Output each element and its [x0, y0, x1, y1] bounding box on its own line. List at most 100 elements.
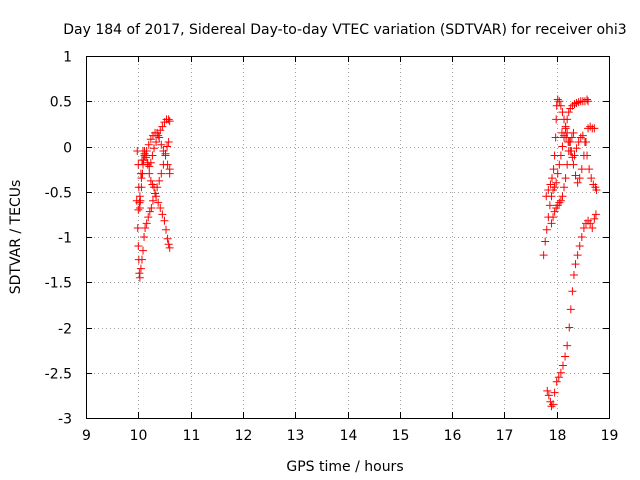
data-point	[552, 178, 561, 187]
data-point	[573, 251, 582, 260]
data-point	[132, 196, 141, 205]
data-point	[136, 264, 145, 273]
data-point	[585, 165, 594, 174]
data-point	[590, 214, 599, 223]
data-point	[153, 128, 162, 137]
x-tick-label: 17	[496, 428, 514, 444]
data-point	[142, 147, 151, 156]
data-point	[163, 142, 172, 151]
data-point	[547, 174, 556, 183]
data-points	[132, 95, 601, 411]
data-point	[592, 185, 601, 194]
data-point	[147, 204, 156, 213]
data-point	[561, 122, 570, 131]
data-point	[549, 400, 558, 409]
data-point	[164, 137, 173, 146]
data-point	[549, 213, 558, 222]
data-point	[157, 169, 166, 178]
series-arc-7	[557, 128, 601, 194]
data-point	[144, 213, 153, 222]
data-point	[572, 99, 581, 108]
data-point	[146, 135, 155, 144]
data-point	[141, 223, 150, 232]
data-point	[552, 115, 561, 124]
x-tick-label: 19	[601, 428, 619, 444]
data-point	[542, 192, 551, 201]
data-point	[149, 144, 158, 153]
y-axis-label: SDTVAR / TECUs	[8, 180, 24, 295]
data-point	[568, 101, 577, 110]
y-tick-label: -1	[58, 231, 72, 247]
data-point	[137, 156, 146, 165]
y-tick-label: -2.5	[45, 367, 72, 383]
data-point	[573, 178, 582, 187]
data-point	[544, 391, 553, 400]
data-point	[139, 246, 148, 255]
data-point	[155, 176, 164, 185]
x-tick-label: 10	[130, 428, 148, 444]
data-point	[137, 255, 146, 264]
data-point	[140, 151, 149, 160]
data-point	[577, 233, 586, 241]
data-point	[558, 108, 567, 117]
data-point	[539, 251, 548, 260]
data-point	[158, 122, 167, 131]
data-point	[154, 198, 163, 207]
y-tick-label: 0.5	[50, 95, 72, 111]
axis-ticks	[86, 56, 610, 419]
data-point	[542, 225, 551, 234]
data-point	[553, 95, 562, 104]
data-point	[134, 205, 143, 214]
data-point	[152, 137, 161, 146]
data-point	[561, 174, 570, 183]
data-point	[135, 269, 144, 278]
data-point	[580, 137, 589, 146]
chart-title: Day 184 of 2017, Sidereal Day-to-day VTE…	[63, 22, 626, 38]
data-point	[569, 271, 578, 280]
data-point	[575, 242, 584, 251]
data-point	[563, 160, 572, 169]
data-point	[560, 131, 569, 140]
data-point	[560, 183, 569, 192]
data-point	[575, 174, 584, 183]
data-point	[591, 210, 600, 219]
x-tick-label: 18	[549, 428, 567, 444]
data-point	[133, 223, 142, 232]
y-tick-label: -0.5	[45, 186, 72, 202]
data-point	[134, 242, 143, 251]
y-tick-label: 1	[63, 50, 72, 66]
data-point	[163, 234, 172, 243]
x-tick-label: 13	[287, 428, 305, 444]
data-point	[159, 147, 168, 156]
x-axis-label: GPS time / hours	[286, 459, 403, 475]
data-point	[145, 162, 154, 171]
data-point	[556, 101, 565, 110]
data-point	[160, 216, 169, 225]
series-arc-9	[543, 210, 600, 411]
data-point	[572, 144, 581, 153]
data-point	[543, 386, 552, 395]
data-point	[584, 97, 593, 106]
data-point	[570, 151, 579, 160]
data-point	[553, 169, 562, 178]
data-point	[566, 305, 575, 314]
data-point	[165, 117, 174, 126]
data-point	[558, 142, 567, 151]
data-point	[586, 219, 595, 228]
data-point	[135, 273, 144, 282]
grid	[86, 56, 609, 418]
data-point	[583, 151, 592, 160]
y-tick-label: 0	[63, 141, 72, 157]
y-tick-label: -1.5	[45, 276, 72, 292]
x-tick-label: 12	[235, 428, 253, 444]
data-point	[556, 196, 565, 205]
data-point	[139, 160, 148, 169]
data-point	[547, 219, 556, 228]
data-point	[555, 97, 564, 106]
x-tick-label: 16	[444, 428, 462, 444]
data-point	[161, 151, 170, 160]
data-point	[146, 176, 155, 185]
data-point	[563, 341, 572, 350]
data-point	[564, 147, 573, 156]
